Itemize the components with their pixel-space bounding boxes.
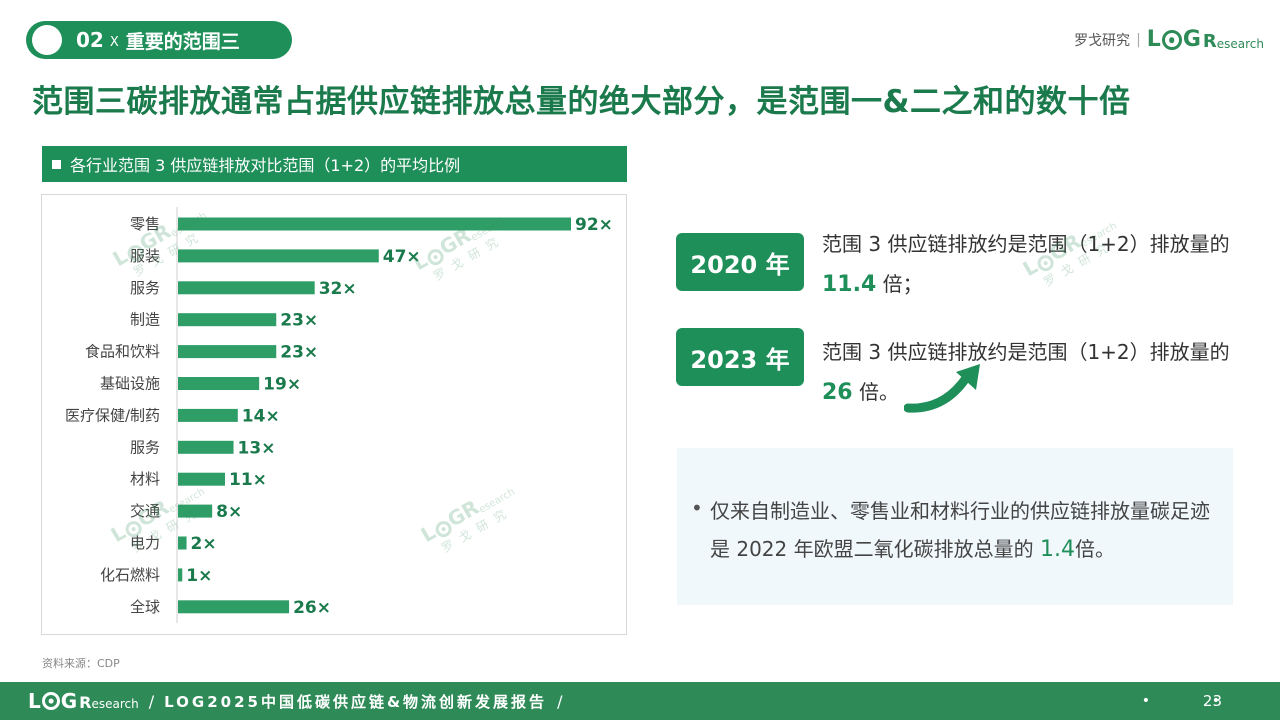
section-x: X [109,34,119,50]
stat-2020-suffix: 倍； [876,272,923,296]
category-label: 医疗保健/制药 [65,406,160,424]
logo-icon: L G R esearch [1146,27,1264,52]
stat-text-2023: 范围 3 供应链排放约是范围（1+2）排放量的 26 倍。 [822,332,1242,413]
note-text-body: 仅来自制造业、零售业和材料行业的供应链排放量碳足迹是 2022 年欧盟二氧化碳排… [710,499,1210,561]
source-note: 资料来源：CDP [42,657,120,670]
value-label: 11× [229,470,267,490]
value-label: 13× [238,438,276,458]
chart-title-bar: 各行业范围 3 供应链排放对比范围（1+2）的平均比例 [42,146,627,182]
footer-dot-right: • [1211,693,1220,709]
bar [178,440,234,454]
note-text: 仅来自制造业、零售业和材料行业的供应链排放量碳足迹是 2022 年欧盟二氧化碳排… [710,492,1220,569]
value-label: 26× [293,598,331,618]
note-bullet: • [691,496,703,520]
square-bullet-icon [52,159,61,169]
section-number: 02 [76,28,104,52]
brand-top: 罗戈研究 | L G R esearch [1074,27,1264,52]
stat-2023-suffix: 倍。 [852,380,899,404]
category-label: 电力 [130,534,160,552]
bar [178,377,260,390]
year-badge-2020: 2020 年 [676,233,804,291]
value-label: 92× [575,215,613,235]
category-label: 服务 [130,438,160,456]
bar [178,408,238,422]
stat-text-2020: 范围 3 供应链排放约是范围（1+2）排放量的 11.4 倍； [822,224,1242,305]
brand-cn: 罗戈研究 [1074,33,1131,49]
bar [178,281,315,295]
value-label: 47× [383,247,421,267]
stat-2023-value: 26 [822,380,853,405]
footer-report-title: LOG2025中国低碳供应链&物流创新发展报告 [164,692,548,711]
bar [178,504,213,518]
note-highlight-value: 1.4 [1039,537,1075,562]
note-text-suffix: 倍。 [1074,537,1115,561]
bar [178,249,379,263]
bar [178,600,290,614]
brand-separator: | [1136,32,1141,48]
category-label: 基础设施 [100,375,160,393]
year-badge-2023: 2023 年 [676,328,804,386]
chart-container: 零售 92× 服装 47× 服务 32× 制造 23× 食品和饮料 23× 基础设施 19× 医疗保健/… [41,194,627,635]
value-label: 8× [216,502,242,522]
bar [178,345,277,359]
value-label: 23× [280,311,318,331]
bar [178,217,571,231]
value-label: 1× [186,566,212,586]
category-label: 交通 [130,502,160,520]
stat-2023-text: 范围 3 供应链排放约是范围（1+2）排放量的 [822,340,1230,364]
bar [178,568,183,582]
category-label: 服务 [130,279,160,297]
bar [178,536,187,550]
value-label: 32× [319,279,357,299]
note-box: • 仅来自制造业、零售业和材料行业的供应链排放量碳足迹是 2022 年欧盟二氧化… [677,448,1233,605]
stat-2020-text: 范围 3 供应链排放约是范围（1+2）排放量的 [822,232,1230,256]
category-label: 化石燃料 [100,566,160,584]
footer-logo-icon: L G R esearch [28,689,139,713]
footer-bar: L G R esearch / LOG2025中国低碳供应链&物流创新发展报告 … [0,682,1280,720]
value-label: 19× [263,375,301,395]
value-label: 2× [191,534,217,554]
footer-slash-left: / [148,691,155,711]
section-title: 重要的范围三 [125,30,240,53]
footer-dot-left: • [1141,693,1150,709]
page-number: 23 [1202,692,1222,710]
category-label: 材料 [130,470,160,488]
value-label: 23× [280,343,318,363]
chart-title: 各行业范围 3 供应链排放对比范围（1+2）的平均比例 [70,156,461,175]
stat-2020-value: 11.4 [822,272,877,297]
category-label: 制造 [130,311,160,329]
category-label: 全球 [130,598,160,616]
bar [178,472,225,486]
page-headline: 范围三碳排放通常占据供应链排放总量的绝大部分，是范围一&二之和的数十倍 [32,84,1131,120]
category-label: 食品和饮料 [85,343,160,361]
value-label: 14× [242,406,280,426]
curved-arrow-icon [904,364,980,413]
section-pill: 02 X 重要的范围三 [26,21,292,59]
bar [178,313,277,327]
category-label: 零售 [130,215,160,233]
footer-slash-right: / [557,691,563,711]
bar-chart: 零售 92×服装 47×服务 32×制造 23×食品和饮料 23×基础设施 19×医疗保健/… [65,207,613,623]
pill-circle-icon [32,25,62,55]
